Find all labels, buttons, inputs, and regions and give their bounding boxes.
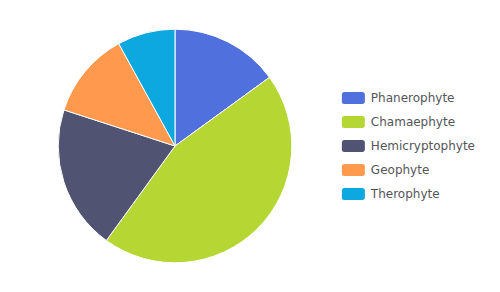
svg-text:Chamaephyte: Chamaephyte [371,115,455,129]
svg-text:Geophyte: Geophyte [371,163,429,177]
svg-text:Phanerophyte: Phanerophyte [371,91,455,105]
svg-text:Therophyte: Therophyte [370,187,440,201]
svg-text:Hemicryptophyte: Hemicryptophyte [371,139,475,153]
